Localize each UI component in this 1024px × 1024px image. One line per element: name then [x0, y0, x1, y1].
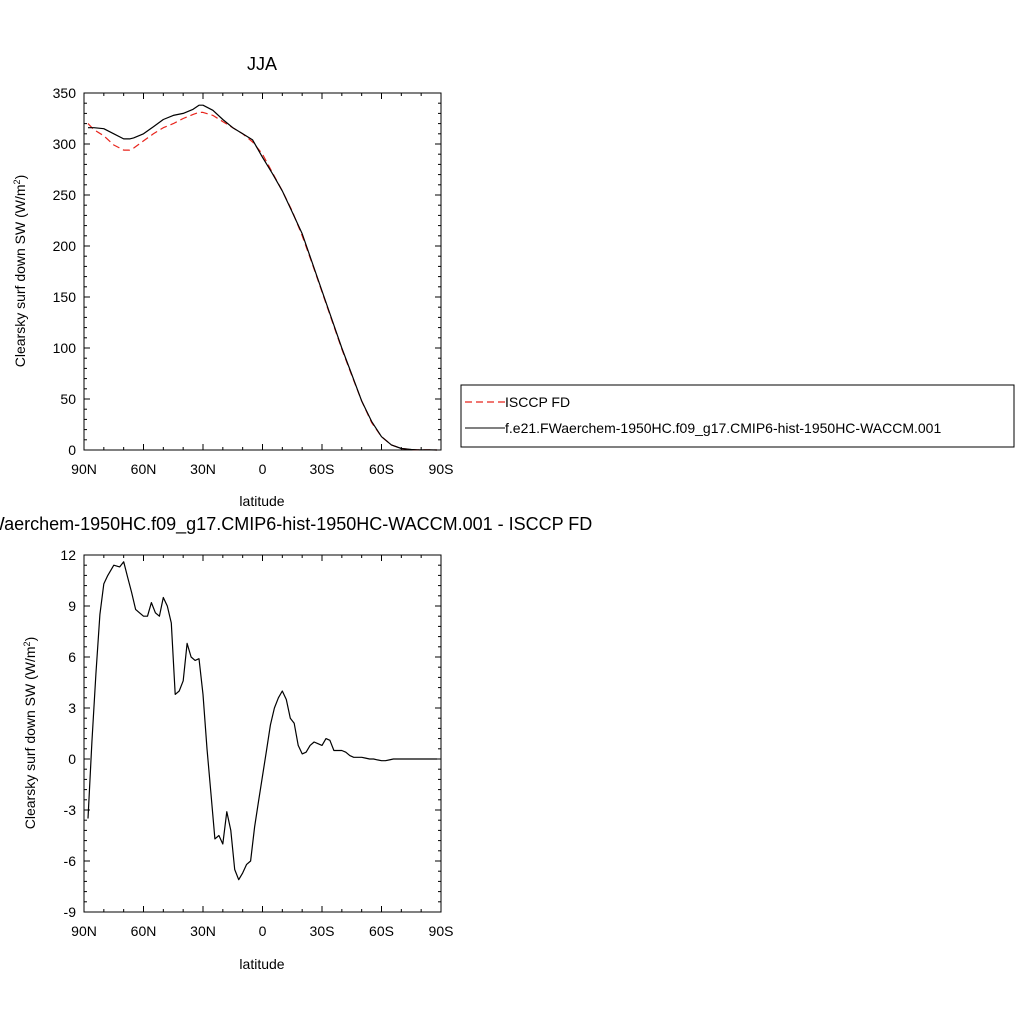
- legend-label-isccp: ISCCP FD: [505, 394, 570, 410]
- bottom-chart-title: f.e21.FWaerchem-1950HC.f09_g17.CMIP6-his…: [0, 514, 592, 535]
- top-xtick-label: 60N: [131, 461, 157, 477]
- bottom-xtick-label: 0: [259, 923, 267, 939]
- top-ytick-label: 150: [53, 289, 77, 305]
- bottom-y-axis-label: Clearsky surf down SW (W/m2): [22, 637, 38, 830]
- legend: ISCCP FD f.e21.FWaerchem-1950HC.f09_g17.…: [460, 384, 1015, 448]
- bottom-panel: f.e21.FWaerchem-1950HC.f09_g17.CMIP6-his…: [0, 514, 592, 972]
- bottom-ytick-label: 3: [68, 700, 76, 716]
- bottom-xtick-label: 60S: [369, 923, 394, 939]
- bottom-ytick-label: 9: [68, 598, 76, 614]
- top-ytick-label: 250: [53, 187, 77, 203]
- top-axis-ticks: 90N 60N 30N 0 30S 60S 90S 0 50 100 150 200 250 300 350: [53, 85, 454, 477]
- top-xtick-label: 60S: [369, 461, 394, 477]
- bottom-ytick-label: -6: [64, 853, 77, 869]
- legend-box: [460, 384, 1015, 448]
- top-xtick-label: 90N: [71, 461, 97, 477]
- top-xtick-label: 30S: [310, 461, 335, 477]
- bottom-y-label-close: ): [22, 637, 38, 642]
- bottom-xtick-label: 60N: [131, 923, 157, 939]
- top-ytick-label: 350: [53, 85, 77, 101]
- bottom-ytick-label: -3: [64, 802, 77, 818]
- top-ytick-label: 100: [53, 340, 77, 356]
- top-xtick-label: 30N: [190, 461, 216, 477]
- bottom-y-label-sup: 2: [22, 641, 32, 646]
- bottom-xtick-label: 90N: [71, 923, 97, 939]
- bottom-y-label-main: Clearsky surf down SW (W/m: [22, 646, 38, 829]
- top-y-label-main: Clearsky surf down SW (W/m: [12, 184, 28, 367]
- top-chart-title: JJA: [247, 54, 277, 74]
- top-xtick-label: 90S: [429, 461, 454, 477]
- top-series-line-1: [88, 104, 438, 451]
- bottom-series-line-0: [87, 561, 437, 881]
- bottom-xtick-label: 30S: [310, 923, 335, 939]
- top-panel: JJA 90N 60N 30N 0 30S 60S 90S 0 50 100 150 200 250 30…: [12, 54, 453, 509]
- bottom-series-lines: [87, 561, 437, 881]
- bottom-ytick-label: 6: [68, 649, 76, 665]
- bottom-ytick-label: 0: [68, 751, 76, 767]
- top-series-line-0: [87, 111, 438, 451]
- bottom-ytick-label: 12: [60, 547, 76, 563]
- top-ytick-label: 50: [60, 391, 76, 407]
- bottom-ytick-label: -9: [64, 904, 77, 920]
- bottom-x-axis-label: latitude: [239, 956, 284, 972]
- top-xtick-label: 0: [259, 461, 267, 477]
- top-ytick-label: 300: [53, 136, 77, 152]
- top-x-axis-label: latitude: [239, 493, 284, 509]
- top-y-label-close: ): [12, 175, 28, 180]
- top-y-axis-label: Clearsky surf down SW (W/m2): [12, 175, 28, 368]
- top-ytick-label: 200: [53, 238, 77, 254]
- legend-label-model: f.e21.FWaerchem-1950HC.f09_g17.CMIP6-his…: [505, 420, 941, 436]
- bottom-xtick-label: 90S: [429, 923, 454, 939]
- bottom-axis-ticks: 90N 60N 30N 0 30S 60S 90S -9 -6 -3 0 3 6 9 12: [60, 547, 453, 939]
- bottom-xtick-label: 30N: [190, 923, 216, 939]
- top-series-lines: [87, 104, 438, 451]
- top-y-label-sup: 2: [12, 179, 22, 184]
- top-ytick-label: 0: [68, 442, 76, 458]
- top-plot-frame: [83, 92, 442, 451]
- bottom-plot-frame: [83, 554, 442, 913]
